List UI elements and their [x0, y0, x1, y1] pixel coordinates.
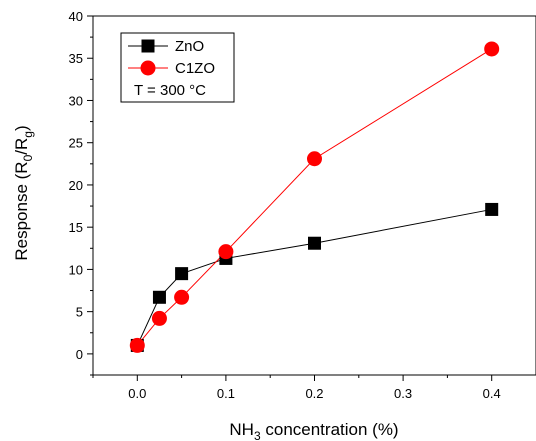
x-tick-label: 0.3 [394, 386, 412, 401]
x-tick-label: 0.1 [217, 386, 235, 401]
series-zno-point [152, 290, 166, 304]
series-zno-point [308, 236, 321, 250]
series-c1zo-point [174, 289, 190, 305]
series-c1zo-point [484, 41, 500, 57]
y-axis-title-base: Response (R [12, 161, 31, 260]
y-tick-label: 30 [69, 93, 83, 108]
x-axis-title: NH3 concentration (%) [229, 420, 398, 441]
legend-annotation: T = 300 °C [134, 82, 206, 99]
series-c1zo-point [151, 310, 167, 326]
legend-c1zo-marker [140, 60, 156, 76]
y-tick-label: 15 [69, 220, 83, 235]
legend-c1zo-label: C1ZO [175, 60, 215, 77]
series-c1zo-point [218, 244, 234, 260]
y-tick-label: 35 [69, 51, 83, 66]
x-tick-label: 0.4 [483, 386, 501, 401]
y-axis-title-sub-g: g [21, 131, 35, 138]
x-tick-label: 0.2 [305, 386, 323, 401]
x-axis-title-sub: 3 [254, 429, 261, 441]
series-zno-line [136, 208, 492, 346]
legend: ZnO C1ZO T = 300 °C [120, 32, 235, 103]
x-axis-title-base: NH [229, 420, 254, 439]
y-axis-title-sub-0: 0 [21, 154, 35, 161]
y-tick-label: 10 [69, 262, 83, 277]
y-tick-label: 5 [76, 305, 83, 320]
y-axis-title: Response (R0/Rg) [12, 125, 35, 260]
x-tick-label: 0.0 [128, 386, 146, 401]
x-axis-title-rest: concentration (%) [261, 420, 399, 439]
y-tick-label: 25 [69, 136, 83, 151]
series-zno-point [485, 202, 499, 216]
series-c1zo-point [129, 337, 145, 353]
legend-zno-label: ZnO [175, 38, 204, 55]
y-tick-label: 0 [76, 347, 83, 362]
y-axis-title-rest: ) [12, 125, 31, 131]
series-c1zo-point [307, 151, 322, 167]
series-zno-point [175, 267, 189, 281]
y-tick-label: 20 [69, 178, 83, 193]
y-axis-title-mid: /R [12, 138, 31, 155]
legend-zno-marker [141, 39, 155, 53]
y-tick-label: 40 [69, 9, 83, 24]
